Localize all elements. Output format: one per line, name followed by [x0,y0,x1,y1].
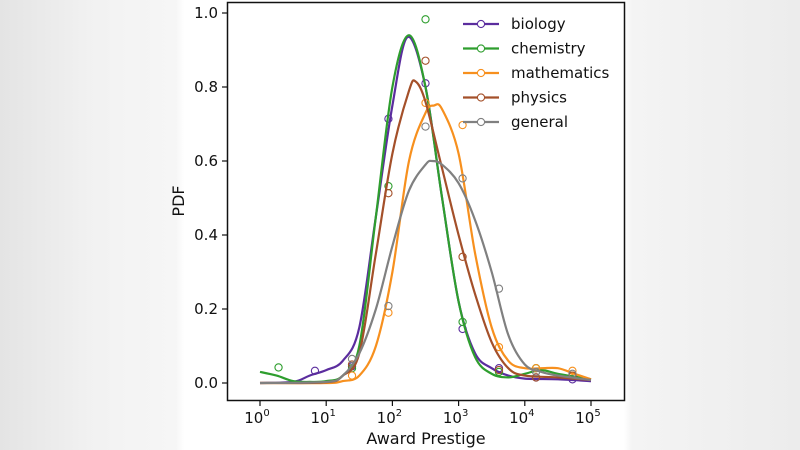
general-marker [347,354,357,364]
biology-marker [310,366,320,375]
legend-label: chemistry [511,40,586,58]
mathematics-marker [568,366,577,375]
legend-label: mathematics [511,64,610,82]
x-tick-label: 104 [509,408,534,427]
physics-marker [347,360,357,369]
mathematics-marker [494,342,504,352]
y-axis-label: PDF [169,185,188,216]
general-marker [384,301,393,311]
legend-label: biology [511,15,566,33]
legend-item-mathematics: mathematics [463,64,610,82]
y-tick-label: 1.0 [194,4,218,22]
legend-item-biology: biology [463,15,566,33]
general-marker [568,369,577,378]
chemistry-curve [259,34,592,384]
chemistry-marker [274,363,283,372]
legend-marker [476,68,486,78]
mathematics-marker [531,364,541,373]
legend-marker [476,93,486,102]
y-tick-label: 0.6 [194,152,218,170]
physics-marker [384,189,393,198]
general-marker [531,367,541,377]
y-tick-label: 0.0 [194,374,218,392]
y-tick-label: 0.4 [194,226,218,244]
physics-marker [458,252,467,261]
legend-marker [476,117,486,127]
x-tick-label: 103 [443,408,468,427]
y-tick-label: 0.2 [194,300,218,318]
general-marker [421,122,430,131]
legend-label: physics [511,89,567,107]
chemistry-marker [421,15,430,24]
series-general [259,122,592,385]
x-tick-label: 105 [575,408,600,427]
x-tick-label: 101 [310,408,335,427]
legend-marker [476,44,486,53]
general-marker [494,284,504,293]
chemistry-marker [458,317,467,327]
y-tick-label: 0.8 [194,78,218,96]
legend-label: general [511,113,568,131]
mathematics-marker [347,371,357,380]
legend-item-general: general [463,113,568,131]
legend: biology chemistry mathematics physics genera… [463,15,610,131]
mathematics-marker [458,120,467,130]
x-tick-label: 100 [244,408,269,427]
series-mathematics [259,98,592,385]
x-tick-label: 102 [377,408,402,427]
general-curve [259,159,592,385]
legend-item-chemistry: chemistry [463,40,586,58]
mathematics-curve [259,103,592,385]
physics-marker [494,365,504,375]
plot-frame [226,1,626,402]
legend-item-physics: physics [463,89,567,107]
legend-marker [476,19,486,29]
general-marker [458,174,467,183]
physics-marker [531,373,541,382]
physics-marker [421,56,430,65]
x-axis-label: Award Prestige [366,429,485,448]
